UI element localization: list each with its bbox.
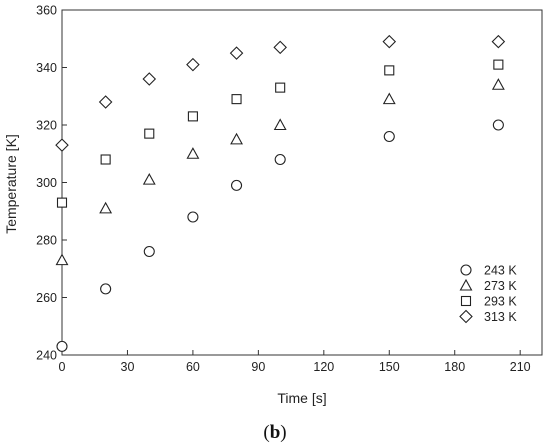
data-point <box>56 197 68 208</box>
y-tick-label: 320 <box>36 119 57 133</box>
data-point <box>187 111 198 122</box>
legend-label: 313 K <box>484 310 517 324</box>
data-point <box>491 78 505 90</box>
data-point <box>56 340 68 352</box>
figure-caption: (b) <box>263 422 286 443</box>
data-point <box>275 82 286 93</box>
legend-label: 273 K <box>484 279 517 293</box>
x-tick-label: 150 <box>379 360 400 374</box>
y-tick-label: 360 <box>36 4 57 18</box>
data-point <box>98 95 113 109</box>
data-point <box>383 130 395 143</box>
y-tick-label: 280 <box>36 234 57 248</box>
y-tick-label: 240 <box>36 349 57 363</box>
y-axis-title: Temperature [K] <box>3 134 19 234</box>
legend-marker <box>460 295 472 307</box>
caption-letter: b <box>270 422 281 443</box>
series-1 <box>55 78 505 266</box>
y-tick-label: 300 <box>36 176 57 190</box>
data-point <box>144 128 155 139</box>
series-0 <box>56 119 504 352</box>
legend-label: 243 K <box>484 264 517 278</box>
x-tick-label: 120 <box>313 360 334 374</box>
caption-open: ( <box>263 422 269 443</box>
data-point <box>274 153 286 166</box>
data-point <box>231 94 242 105</box>
y-tick-label: 260 <box>36 291 57 305</box>
data-point <box>142 72 157 86</box>
x-tick-label: 60 <box>186 360 200 374</box>
data-point <box>186 57 200 72</box>
series-3 <box>55 34 506 152</box>
data-point <box>493 59 504 70</box>
legend-marker <box>459 309 473 324</box>
legend-label: 293 K <box>484 295 517 309</box>
data-point <box>384 65 395 76</box>
data-point <box>55 138 69 152</box>
x-tick-label: 180 <box>444 360 465 374</box>
data-point <box>273 40 287 55</box>
data-point <box>230 132 243 145</box>
x-tick-label: 0 <box>59 360 66 374</box>
x-axis-title: Time [s] <box>277 390 326 406</box>
axes: 0 30 60 90 120 150 180 210 240 260 280 300 320 340 360 <box>36 4 531 375</box>
data-point <box>382 92 396 105</box>
data-point <box>229 46 244 60</box>
legend-marker <box>460 264 472 276</box>
data-point <box>100 283 112 295</box>
data-point <box>99 201 113 214</box>
data-point <box>492 119 504 131</box>
data-point <box>491 34 506 49</box>
data-point <box>382 34 397 49</box>
data-point <box>100 154 111 165</box>
legend-marker <box>459 278 473 291</box>
data-point <box>187 211 199 223</box>
data-point <box>143 245 155 258</box>
x-tick-label: 90 <box>251 360 265 374</box>
data-point <box>55 253 69 266</box>
data-point <box>142 172 156 185</box>
data-point <box>230 179 243 191</box>
y-tick-label: 340 <box>36 61 57 75</box>
data-point <box>186 147 200 159</box>
series-2 <box>56 59 504 208</box>
data-markers <box>55 34 506 352</box>
data-point <box>273 118 287 131</box>
caption-close: ) <box>280 422 286 443</box>
x-tick-label: 210 <box>510 360 531 374</box>
x-tick-label: 30 <box>121 360 135 374</box>
